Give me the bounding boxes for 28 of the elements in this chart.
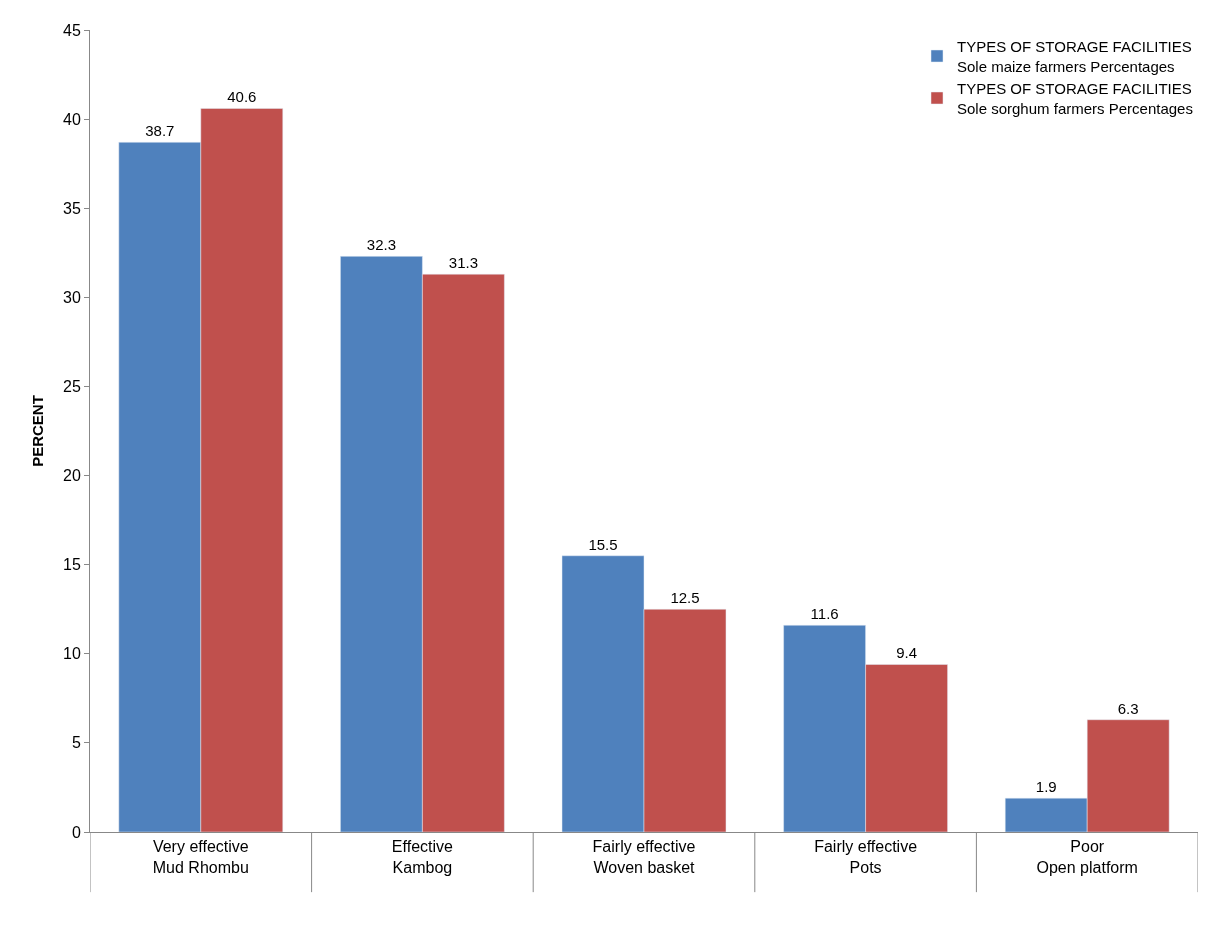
data-label: 31.3 — [448, 254, 478, 272]
y-tick-label: 30 — [63, 288, 81, 306]
y-tick-label: 45 — [63, 21, 81, 39]
y-tick-label: 10 — [63, 645, 81, 663]
data-label: 15.5 — [588, 535, 618, 553]
data-label: 32.3 — [366, 236, 397, 254]
x-tick-label: Poor Open platform — [1036, 838, 1138, 876]
y-tick-label: 20 — [63, 467, 81, 485]
x-tick-label: Fairly effective Pots — [814, 838, 918, 876]
data-label: 38.7 — [145, 122, 175, 140]
y-tick-label: 40 — [63, 110, 81, 128]
x-tick-label: Fairly effective Woven basket — [592, 838, 696, 876]
data-label: 11.6 — [810, 605, 839, 623]
data-label: 9.4 — [896, 644, 918, 662]
y-tick-label: 5 — [71, 734, 81, 752]
data-label: 40.6 — [227, 88, 257, 106]
legend-label: TYPES OF STORAGE FACILITIES Sole maize farmers Percentages — [957, 38, 1192, 75]
data-label: 12.5 — [670, 589, 700, 607]
y-tick-label: 25 — [63, 378, 81, 396]
y-tick-label: 0 — [71, 823, 81, 841]
x-tick-label: Very effective Mud Rhombu — [152, 838, 249, 876]
data-label: 6.3 — [1117, 699, 1139, 717]
y-tick-label: 35 — [63, 199, 81, 217]
legend-label: TYPES OF STORAGE FACILITIES Sole sorghum farmers Percentages — [957, 80, 1193, 117]
x-tick-label: Effective Kambog — [391, 838, 454, 876]
y-tick-label: 15 — [63, 556, 81, 574]
y-axis-title: PERCENT — [29, 395, 47, 467]
data-label: 1.9 — [1035, 778, 1057, 796]
